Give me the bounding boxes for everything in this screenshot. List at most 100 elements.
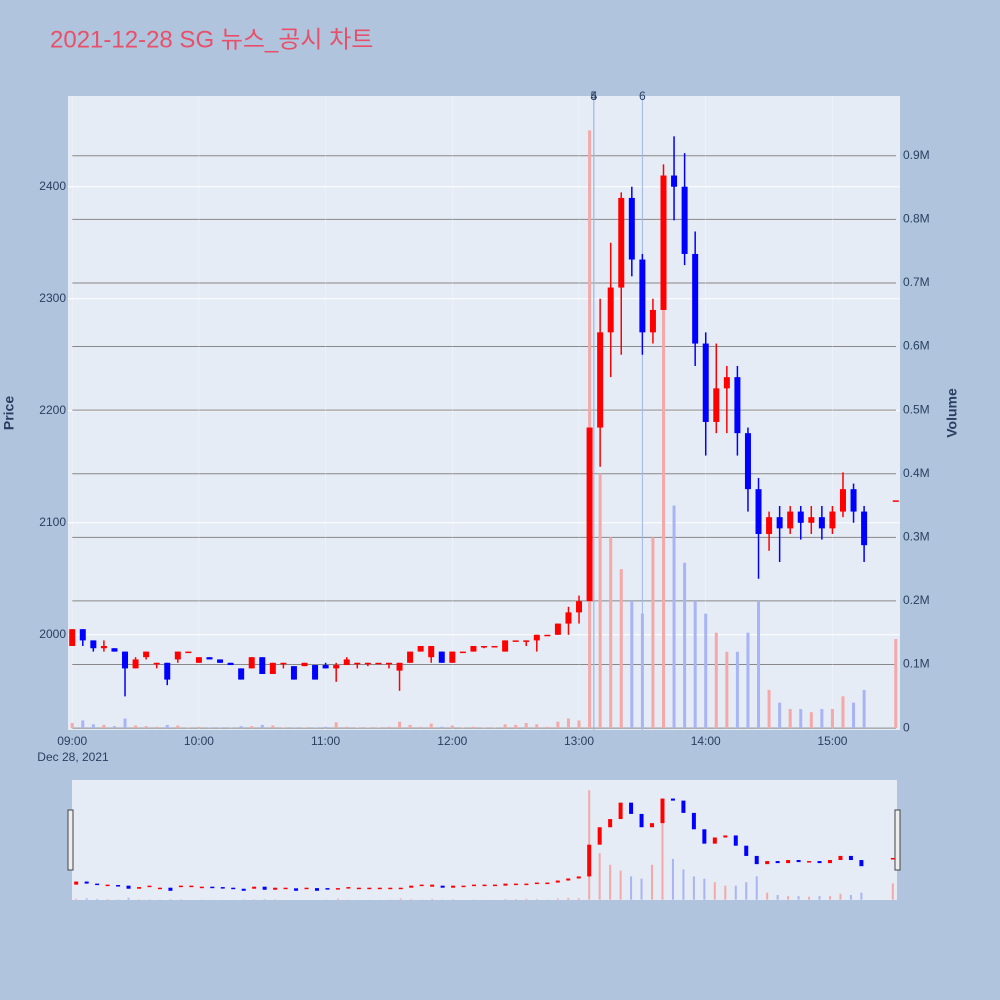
mini-volume-bar — [556, 898, 559, 900]
mini-candle — [492, 884, 497, 887]
mini-volume-bar — [630, 876, 633, 900]
mini-volume-bar — [525, 898, 528, 900]
candle-body — [586, 427, 593, 602]
volume-bar — [155, 726, 159, 729]
candle-body — [122, 651, 129, 669]
candle-body — [628, 197, 635, 260]
mini-candle — [262, 886, 267, 890]
volume-bar — [788, 709, 792, 729]
volume-bar — [176, 725, 180, 729]
mini-volume-bar — [661, 799, 664, 900]
candle-body — [132, 659, 139, 669]
mini-volume-bar — [766, 892, 769, 900]
y-tick-label: 2100 — [39, 515, 66, 529]
candle-body — [523, 640, 530, 642]
x-tick-label: 10:00 — [184, 734, 214, 748]
candle-body — [755, 489, 762, 534]
mini-candle — [409, 885, 414, 888]
candle-body — [671, 175, 678, 187]
volume-bar — [239, 726, 243, 729]
mini-candle — [691, 812, 696, 830]
candle-body — [544, 634, 551, 637]
volume-bar — [820, 709, 824, 729]
mini-candle — [74, 881, 79, 885]
volume-bar — [704, 613, 708, 729]
mini-candle — [775, 861, 780, 864]
volume-bar — [841, 696, 845, 729]
volume-bar — [334, 722, 338, 729]
candle-body — [565, 612, 572, 624]
volume-bar — [640, 613, 644, 729]
volume-bar — [218, 727, 222, 729]
mini-candle — [482, 884, 487, 887]
volume-bar — [260, 724, 264, 729]
mini-candle — [660, 798, 665, 824]
mini-candle — [472, 884, 477, 887]
volume-bar — [503, 724, 507, 729]
mini-candle — [765, 861, 770, 865]
volume-bar — [313, 727, 317, 729]
candle-body — [892, 500, 899, 502]
y-tick-label: 2300 — [39, 291, 66, 305]
mini-volume-bar — [410, 899, 413, 900]
mini-candle — [555, 880, 560, 883]
mini-candle — [440, 885, 445, 888]
volume-bar — [70, 723, 74, 729]
y-axis-title: Price — [1, 396, 17, 430]
candle-body — [164, 662, 171, 680]
candle-body — [364, 662, 371, 665]
volume-bar — [281, 727, 285, 729]
y2-tick-label: 0.1M — [903, 657, 930, 671]
candle-body — [744, 433, 751, 490]
candle-body — [808, 517, 815, 523]
mini-volume-bar — [535, 898, 538, 900]
range-handle[interactable] — [67, 809, 74, 871]
volume-bar — [566, 718, 570, 729]
volume-bar — [556, 721, 560, 729]
mini-candle — [210, 886, 215, 889]
mini-volume-bar — [85, 898, 88, 900]
mini-volume-bar — [724, 885, 727, 900]
volume-bar — [419, 726, 423, 729]
x-tick-label: 09:00 — [57, 734, 87, 748]
volume-bar — [778, 702, 782, 729]
mini-candle — [241, 888, 246, 891]
mini-volume-bar — [797, 896, 800, 900]
candle-body — [417, 645, 424, 652]
mini-candle — [681, 800, 686, 813]
candle-body — [649, 309, 656, 333]
candle-body — [829, 511, 836, 529]
volume-bar — [714, 632, 718, 729]
volume-bar — [229, 727, 233, 729]
candle-body — [322, 665, 329, 669]
mini-candle — [388, 887, 393, 890]
volume-bar — [894, 639, 898, 729]
volume-bar — [398, 721, 402, 729]
candle-body — [470, 645, 477, 652]
mini-candle — [178, 885, 183, 888]
mini-candle — [126, 885, 131, 889]
candle-body — [533, 634, 540, 641]
mini-candle — [639, 813, 644, 828]
candle-body — [301, 662, 308, 667]
volume-bar — [862, 689, 866, 729]
candle-body — [217, 659, 224, 663]
x-date-label: Dec 28, 2021 — [37, 750, 109, 764]
mini-volume-bar — [734, 885, 737, 900]
y-tick-label: 2200 — [39, 403, 66, 417]
candle-body — [607, 287, 614, 333]
candle-body — [100, 645, 107, 649]
candle-body — [723, 377, 730, 389]
range-handle[interactable] — [894, 809, 901, 871]
mini-volume-bar — [787, 896, 790, 900]
mini-volume-bar — [263, 899, 266, 900]
candle-body — [481, 645, 487, 648]
volume-bar — [355, 727, 359, 729]
mini-candle — [199, 886, 204, 889]
range-slider[interactable] — [72, 780, 897, 900]
plot-area — [68, 96, 900, 730]
y2-tick-label: 0 — [903, 720, 910, 734]
mini-candle — [377, 887, 382, 890]
candle-body — [618, 197, 625, 288]
candle-body — [79, 629, 86, 641]
